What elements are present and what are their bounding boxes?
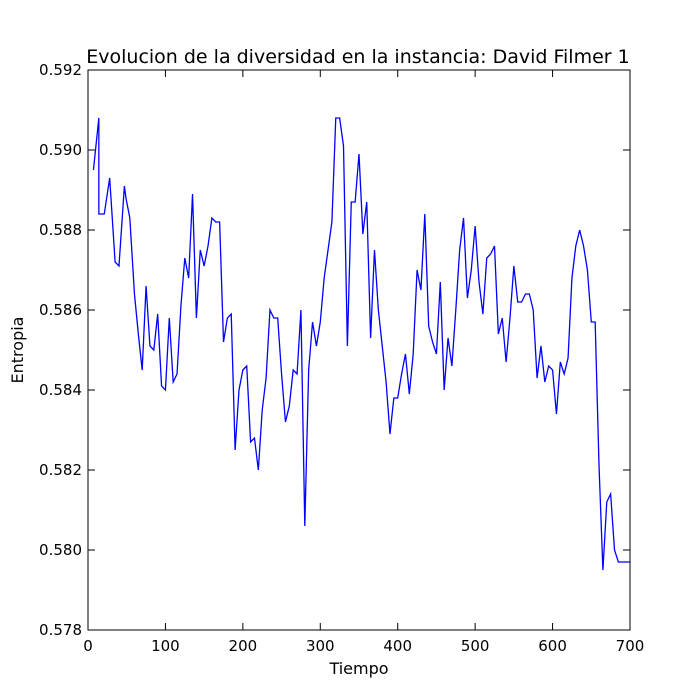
y-axis: 0.578 0.580 0.582 0.584 0.586 0.588 0.590 0.592 [39, 61, 630, 639]
x-tick-label: 700 [616, 637, 645, 655]
x-tick-label: 200 [229, 637, 258, 655]
y-tick-label: 0.592 [39, 61, 82, 79]
x-axis-label: Tiempo [328, 659, 388, 678]
y-tick-label: 0.588 [39, 221, 82, 239]
x-tick-label: 100 [151, 637, 180, 655]
x-tick-label: 0 [83, 637, 93, 655]
series-line [92, 117, 630, 571]
y-tick-label: 0.586 [39, 301, 82, 319]
plot-frame [87, 69, 631, 631]
y-tick-label: 0.582 [39, 461, 82, 479]
x-tick-label: 500 [461, 637, 490, 655]
y-axis-label: Entropia [8, 317, 27, 384]
y-tick-label: 0.578 [39, 621, 82, 639]
x-tick-label: 600 [538, 637, 567, 655]
x-axis: 0 100 200 300 400 500 600 700 [83, 70, 644, 655]
y-tick-label: 0.584 [39, 381, 82, 399]
x-tick-label: 300 [306, 637, 335, 655]
x-tick-label: 400 [383, 637, 412, 655]
plot-area [92, 117, 630, 571]
y-tick-label: 0.590 [39, 141, 82, 159]
y-tick-label: 0.580 [39, 541, 82, 559]
chart-title: Evolucion de la diversidad en la instanc… [86, 46, 629, 68]
